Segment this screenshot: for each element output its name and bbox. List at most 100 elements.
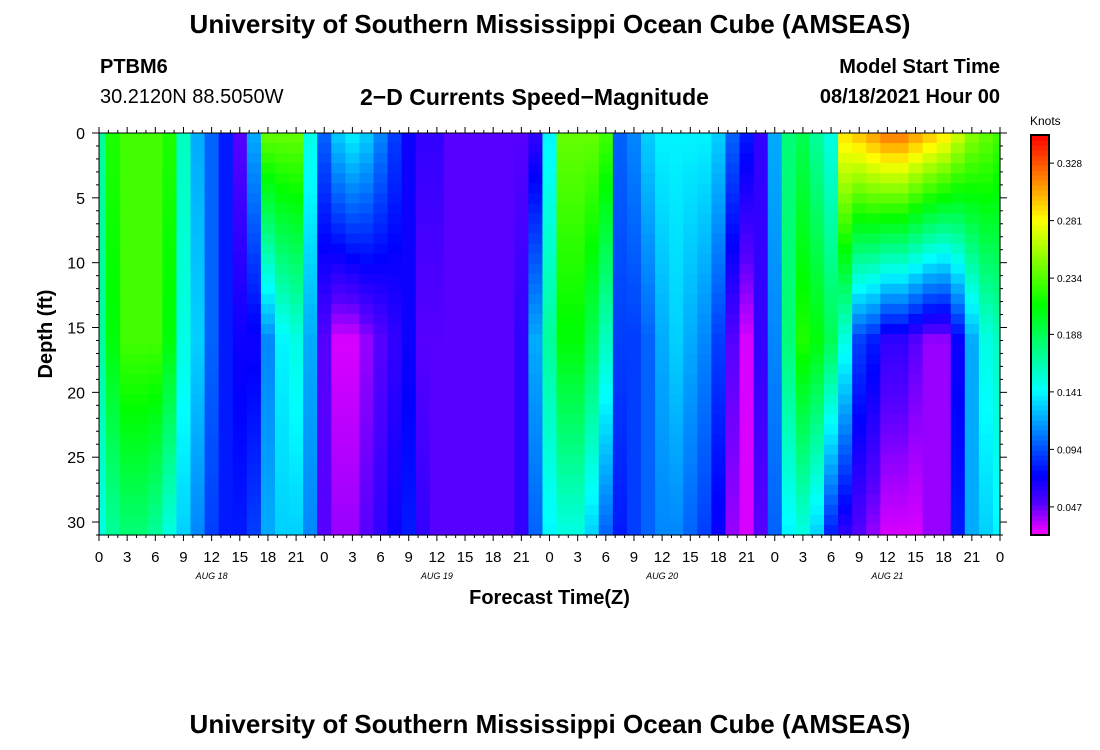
heatmap-cell	[401, 384, 417, 395]
heatmap-cell	[500, 313, 515, 325]
heatmap-cell	[274, 394, 290, 405]
heatmap-cell	[99, 283, 107, 295]
heatmap-cell	[373, 263, 389, 275]
heatmap-cell	[725, 163, 741, 174]
heatmap-cell	[781, 203, 797, 214]
heatmap-cell	[753, 404, 769, 415]
heatmap-cell	[457, 484, 473, 496]
heatmap-cell	[429, 173, 445, 184]
heatmap-cell	[612, 434, 628, 446]
heatmap-cell	[598, 243, 614, 255]
heatmap-cell	[753, 303, 769, 315]
heatmap-cell	[443, 504, 459, 516]
colorbar-segment	[1031, 460, 1049, 466]
heatmap-cell	[739, 203, 755, 214]
heatmap-cell	[148, 203, 163, 214]
heatmap-cell	[964, 273, 980, 285]
heatmap-cell	[880, 163, 896, 174]
heatmap-cell	[514, 223, 529, 235]
heatmap-cell	[711, 494, 727, 506]
heatmap-cell	[289, 183, 304, 194]
heatmap-cell	[725, 384, 741, 395]
heatmap-cell	[542, 364, 558, 375]
heatmap-cell	[852, 163, 867, 174]
heatmap-cell	[978, 263, 994, 275]
heatmap-cell	[584, 494, 600, 506]
heatmap-cell	[260, 153, 276, 164]
heatmap-cell	[669, 474, 684, 486]
heatmap-cell	[641, 384, 656, 395]
heatmap-cell	[359, 183, 375, 194]
heatmap-cell	[345, 424, 361, 436]
heatmap-cell	[753, 323, 769, 335]
heatmap-cell	[683, 293, 698, 305]
heatmap-cell	[204, 504, 220, 516]
heatmap-cell	[317, 344, 332, 355]
heatmap-cell	[528, 213, 544, 225]
heatmap-cell	[514, 133, 529, 144]
heatmap-cell	[894, 444, 910, 456]
heatmap-cell	[162, 494, 178, 506]
colorbar-segment	[1031, 515, 1049, 521]
heatmap-cell	[176, 203, 192, 214]
heatmap-cell	[584, 354, 600, 365]
heatmap-cell	[134, 273, 149, 285]
heatmap-cell	[472, 384, 487, 395]
heatmap-cell	[795, 354, 811, 365]
heatmap-cell	[767, 444, 783, 456]
heatmap-cell	[781, 514, 797, 526]
heatmap-cell	[683, 143, 698, 154]
heatmap-cell	[500, 263, 515, 275]
heatmap-cell	[148, 273, 163, 285]
heatmap-cell	[556, 303, 572, 315]
heatmap-cell	[922, 313, 938, 325]
heatmap-cell	[486, 253, 501, 265]
heatmap-cell	[992, 464, 1001, 476]
heatmap-cell	[387, 344, 403, 355]
heatmap-cell	[274, 354, 290, 365]
heatmap-cell	[781, 303, 797, 315]
colorbar-segment	[1031, 160, 1049, 166]
heatmap-cell	[472, 273, 487, 285]
heatmap-cell	[246, 354, 262, 365]
heatmap-cell	[922, 344, 938, 355]
heatmap-cell	[134, 143, 149, 154]
heatmap-cell	[992, 394, 1001, 405]
heatmap-cell	[514, 233, 529, 245]
heatmap-cell	[950, 253, 966, 265]
heatmap-cell	[612, 524, 628, 536]
heatmap-cell	[936, 494, 952, 506]
heatmap-cell	[908, 424, 924, 436]
heatmap-cell	[795, 334, 811, 345]
heatmap-cell	[190, 283, 206, 295]
heatmap-cell	[964, 193, 980, 204]
heatmap-cell	[612, 133, 628, 144]
heatmap-cell	[373, 414, 389, 426]
heatmap-cell	[387, 404, 403, 415]
colorbar-segment	[1031, 505, 1049, 511]
heatmap-cell	[176, 153, 192, 164]
heatmap-cell	[429, 514, 445, 526]
colorbar-segment	[1031, 150, 1049, 156]
heatmap-cell	[978, 223, 994, 235]
heatmap-cell	[274, 514, 290, 526]
x-tick-label: 21	[288, 549, 305, 566]
heatmap-cell	[711, 414, 727, 426]
heatmap-cell	[598, 434, 614, 446]
heatmap-cell	[303, 514, 318, 526]
colorbar-segment	[1031, 495, 1049, 501]
colorbar-segment	[1031, 425, 1049, 431]
heatmap-cell	[964, 143, 980, 154]
heatmap-cell	[598, 514, 614, 526]
heatmap-cell	[134, 153, 149, 164]
heatmap-cell	[824, 193, 839, 204]
heatmap-cell	[866, 173, 881, 184]
heatmap-cell	[120, 173, 135, 184]
heatmap-cell	[669, 424, 684, 436]
heatmap-cell	[838, 283, 853, 295]
heatmap-cell	[232, 143, 248, 154]
heatmap-cell	[570, 514, 586, 526]
heatmap-cell	[556, 524, 572, 536]
heatmap-cell	[486, 203, 501, 214]
heatmap-cell	[148, 404, 163, 415]
